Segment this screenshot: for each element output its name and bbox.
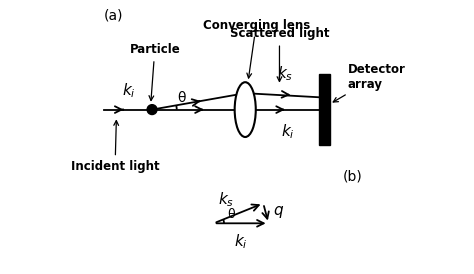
Text: (b): (b) (343, 170, 362, 184)
Bar (319, 74, 329, 145)
Text: $q$: $q$ (273, 204, 284, 220)
Text: $k_i$: $k_i$ (234, 232, 248, 251)
Text: Scattered light: Scattered light (230, 27, 329, 81)
Text: (a): (a) (104, 8, 124, 22)
Text: $k_i$: $k_i$ (122, 81, 136, 100)
Text: Incident light: Incident light (71, 121, 159, 173)
Text: θ: θ (227, 208, 235, 221)
Circle shape (147, 105, 157, 115)
Text: Converging lens: Converging lens (202, 19, 310, 78)
Text: Detector
array: Detector array (333, 63, 405, 102)
Text: Particle: Particle (129, 43, 180, 101)
Text: $k_i$: $k_i$ (281, 122, 294, 141)
Text: $k_s$: $k_s$ (218, 190, 234, 209)
Text: $k_s$: $k_s$ (277, 65, 293, 84)
Text: θ: θ (178, 91, 186, 105)
Ellipse shape (235, 82, 256, 137)
